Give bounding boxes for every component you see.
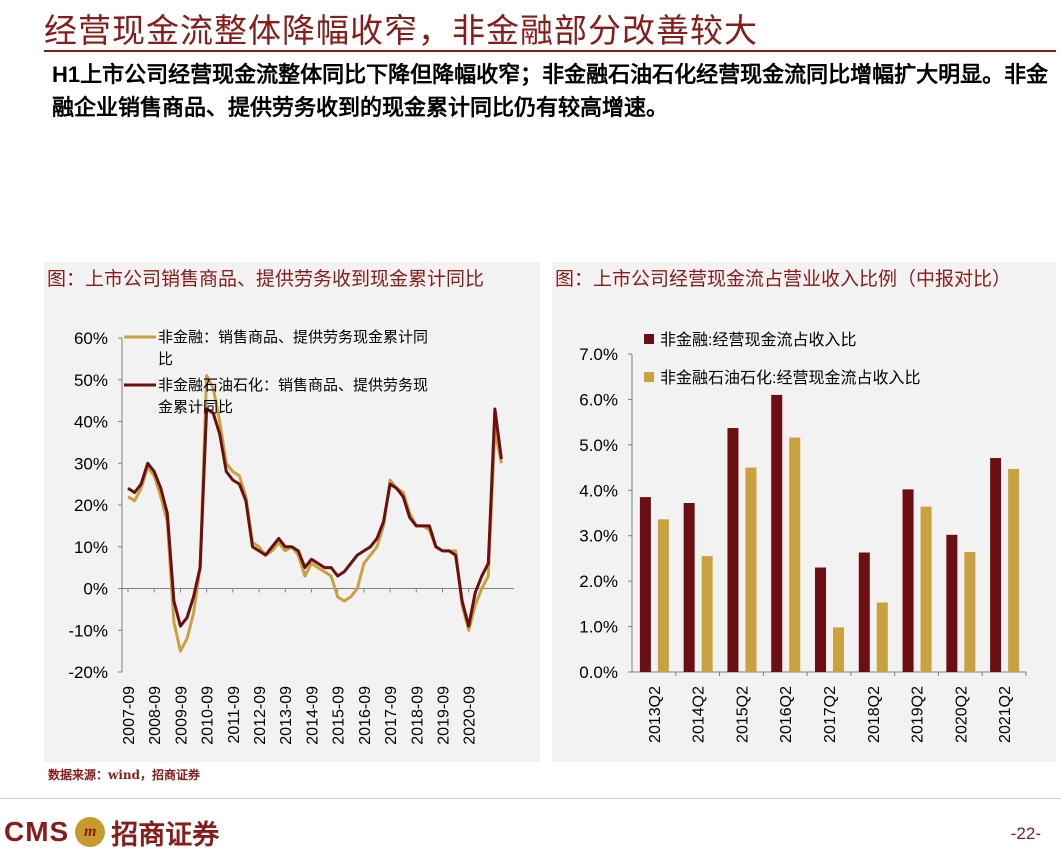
x-tick-label: 2008-09 — [147, 686, 164, 745]
bar-2-2013Q2 — [657, 519, 669, 672]
bar-2-2017Q2 — [833, 627, 844, 672]
intro-text: 上市公司经营现金流整体同比下降但降幅收窄；非金融石油石化经营现金流同比增幅扩大明… — [52, 62, 1049, 121]
company-logo: CMS m 招商证券 — [4, 814, 220, 851]
y-tick-label: 7.0% — [579, 345, 618, 364]
y-tick-label: 6.0% — [579, 390, 618, 409]
bar-2-2015Q2 — [745, 467, 757, 672]
logo-mark-icon: m — [75, 817, 106, 847]
x-tick-label: 2014Q2 — [691, 686, 708, 743]
intro-paragraph: H1上市公司经营现金流整体同比下降但降幅收窄；非金融石油石化经营现金流同比增幅扩… — [52, 58, 1052, 125]
bar-1-2013Q2 — [639, 497, 651, 672]
x-tick-label: 2015-09 — [331, 686, 348, 745]
x-tick-label: 2019Q2 — [910, 686, 927, 743]
legend-swatch-1 — [644, 334, 654, 344]
x-tick-label: 2013-09 — [278, 686, 295, 745]
logo-company-name: 招商证券 — [111, 819, 220, 851]
line-series-2 — [127, 407, 503, 628]
bar-chart: 0.0% 1.0% 2.0% 3.0% 4.0% 5.0% 6.0% 7.0% 2013Q2 20… — [579, 331, 1027, 743]
data-source: 数据来源：wind，招商证券 — [48, 768, 201, 782]
bar-1-2017Q2 — [815, 567, 826, 672]
y-tick-label: -10% — [68, 621, 108, 640]
x-tick-label: 2009-09 — [173, 686, 190, 745]
x-tick-label: 2017Q2 — [822, 686, 839, 743]
legend-label-2: 非金融石油石化：销售商品、提供劳务现金累计同比 — [158, 377, 428, 416]
x-tick-label: 2016-09 — [357, 686, 374, 745]
footer-rule — [0, 798, 1061, 799]
title-rule — [44, 50, 1056, 52]
bar-1-2021Q2 — [990, 458, 1002, 672]
bar-2-2021Q2 — [1008, 468, 1020, 672]
logo-cms-text: CMS — [4, 816, 70, 847]
bar-2-2020Q2 — [964, 552, 976, 672]
y-tick-label: 40% — [74, 413, 108, 432]
x-tick-label: 2021Q2 — [997, 686, 1014, 743]
line-chart: -20% -10% 0% 10% 20% 30% 40% 50% 60% 2007-09 2008-… — [68, 329, 514, 745]
y-tick-label: 4.0% — [579, 481, 618, 500]
line-series-1 — [127, 374, 503, 653]
x-tick-label: 2014-09 — [304, 686, 321, 745]
bar-1-2018Q2 — [858, 552, 870, 672]
bar-1-2014Q2 — [683, 503, 695, 672]
bar-2-2018Q2 — [876, 602, 888, 672]
y-tick-label: 10% — [74, 538, 108, 557]
y-tick-label: 5.0% — [579, 436, 618, 455]
y-tick-label: 2.0% — [579, 572, 618, 591]
x-tick-label: 2007-09 — [121, 686, 138, 745]
y-tick-label: 1.0% — [579, 618, 618, 637]
y-tick-label: 60% — [74, 329, 108, 348]
bar-1-2020Q2 — [946, 534, 958, 672]
y-tick-label: 50% — [74, 371, 108, 390]
x-tick-label: 2019-09 — [435, 686, 452, 745]
bar-2-2014Q2 — [701, 556, 713, 672]
bar-1-2016Q2 — [771, 394, 783, 672]
legend-label-1: 非金融：销售商品、提供劳务现金累计同比 — [158, 329, 428, 368]
bar-2-2016Q2 — [789, 437, 801, 672]
bar-1-2019Q2 — [902, 489, 914, 672]
y-tick-label: 0% — [83, 580, 108, 599]
legend-label-2: 非金融石油石化:经营现金流占收入比 — [660, 369, 920, 387]
x-tick-label: 2016Q2 — [778, 686, 795, 743]
intro-prefix: H1 — [52, 62, 81, 87]
bar-2-2019Q2 — [920, 506, 932, 672]
x-tick-label: 2020-09 — [462, 686, 479, 745]
y-tick-label: 30% — [74, 454, 108, 473]
y-tick-label: -20% — [68, 663, 108, 682]
legend-label-1: 非金融:经营现金流占收入比 — [660, 331, 856, 349]
legend-swatch-2 — [644, 372, 654, 382]
y-tick-label: 20% — [74, 496, 108, 515]
x-tick-label: 2015Q2 — [734, 686, 751, 743]
x-tick-label: 2018Q2 — [866, 686, 883, 743]
page-title: 经营现金流整体降幅收窄，非金融部分改善较大 — [44, 11, 758, 50]
x-tick-label: 2020Q2 — [953, 686, 970, 743]
y-tick-label: 0.0% — [579, 663, 618, 682]
bar-1-2015Q2 — [727, 428, 739, 672]
line-chart-panel: 图：上市公司销售商品、提供劳务收到现金累计同比 -20% -10% 0% 10% 20%… — [44, 262, 540, 762]
x-tick-label: 2011-09 — [226, 686, 243, 744]
y-tick-label: 3.0% — [579, 527, 618, 546]
x-tick-label: 2018-09 — [409, 686, 426, 745]
page-number: -22- — [1010, 824, 1041, 843]
x-tick-label: 2013Q2 — [647, 686, 664, 743]
bar-chart-panel: 图：上市公司经营现金流占营业收入比例（中报对比） 0.0% 1.0% 2.0% 3.0… — [552, 262, 1056, 762]
bar-chart-title: 图：上市公司经营现金流占营业收入比例（中报对比） — [555, 268, 1012, 290]
line-chart-title: 图：上市公司销售商品、提供劳务收到现金累计同比 — [47, 268, 485, 290]
x-tick-label: 2017-09 — [383, 686, 400, 745]
x-tick-label: 2010-09 — [200, 686, 217, 745]
x-tick-label: 2012-09 — [252, 686, 269, 745]
